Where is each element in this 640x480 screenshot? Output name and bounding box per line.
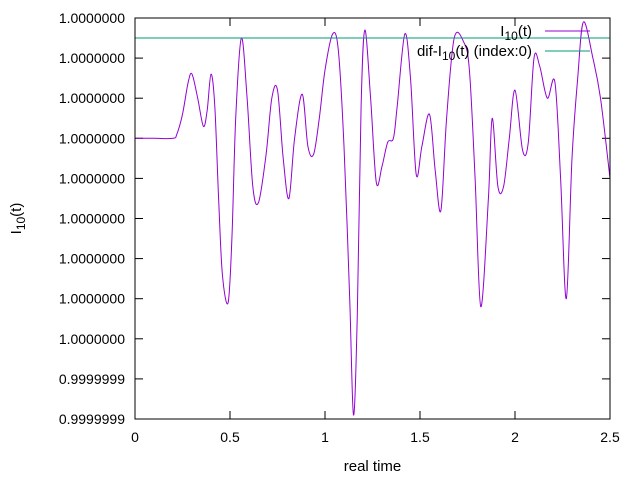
y-tick-label: 1.0000000	[59, 90, 125, 106]
series-layer	[134, 21, 611, 416]
legend-label-1: I10(t)	[500, 23, 532, 43]
y-tick-label: 1.0000000	[59, 170, 125, 186]
y-axis-label-suffix: (t)	[8, 203, 25, 217]
x-tick-label: 1.5	[410, 429, 430, 445]
series-line-1	[134, 21, 611, 416]
legend-entry-1: I10(t)	[500, 23, 590, 43]
y-tick-label: 0.9999999	[59, 411, 125, 427]
y-tick-label: 1.0000000	[59, 251, 125, 267]
tick-labels: 0 0.5 1 1.5 2 2.5 0.9999999 0.9999999 1.0000000 1…	[59, 10, 620, 445]
x-tick-label: 2.5	[600, 429, 620, 445]
legend-entry-2: dif-I10(t) (index:0)	[417, 43, 590, 63]
x-tick-label: 2	[511, 429, 519, 445]
legend: I10(t) dif-I10(t) (index:0)	[417, 23, 590, 63]
plot-frame	[134, 17, 611, 420]
legend-label-1-sub: 10	[504, 29, 518, 43]
legend-label-2-suffix: (t) (index:0)	[455, 43, 532, 60]
y-tick-label: 1.0000000	[59, 291, 125, 307]
y-tick-label: 1.0000000	[59, 10, 125, 26]
y-tick-label: 0.9999999	[59, 371, 125, 387]
legend-label-1-main: I	[500, 23, 504, 40]
y-tick-label: 1.0000000	[59, 331, 125, 347]
x-tick-label: 0.5	[220, 429, 240, 445]
x-axis-label: real time	[344, 458, 402, 475]
x-tick-label: 0	[131, 429, 139, 445]
x-tick-label: 1	[321, 429, 329, 445]
y-tick-label: 1.0000000	[59, 130, 125, 146]
y-axis-label-sub: 10	[14, 217, 28, 231]
y-axis-label-main: I	[8, 230, 25, 234]
legend-label-1-suffix: (t)	[518, 23, 532, 40]
legend-label-2-main: dif-I	[417, 43, 442, 60]
legend-label-2-sub: 10	[442, 49, 456, 63]
legend-label-2: dif-I10(t) (index:0)	[417, 43, 532, 63]
y-tick-label: 1.0000000	[59, 211, 125, 227]
y-axis-label: I10(t)	[8, 203, 28, 235]
y-tick-label: 1.0000000	[59, 50, 125, 66]
